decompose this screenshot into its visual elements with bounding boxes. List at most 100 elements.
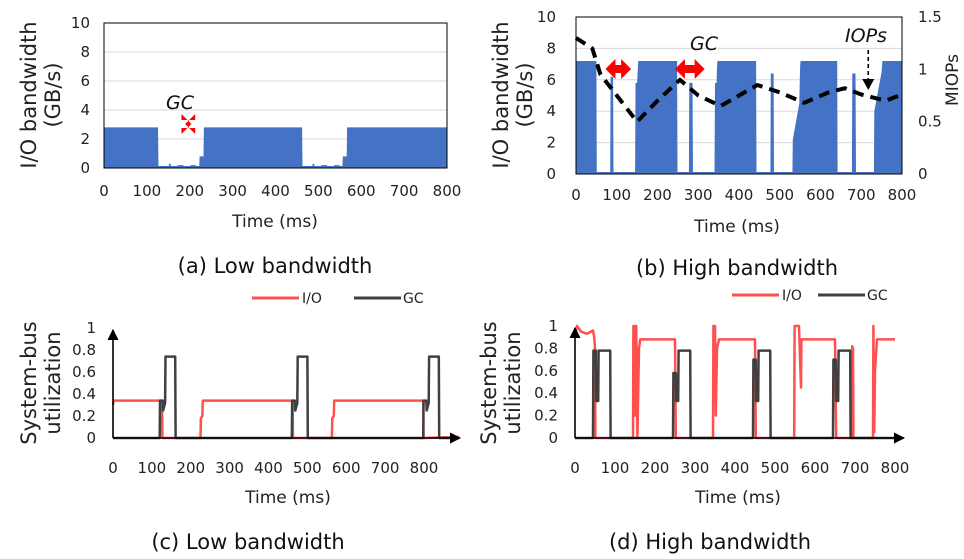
chart-d-series-i-o	[573, 324, 895, 440]
chart-c: 0 0.2 0.4 0.6 0.8 1 0 100 200 300 400 500 600 700 800…	[17, 291, 462, 554]
chart-c-lines	[111, 355, 460, 440]
chart-a-x-ticks: 0 100 200 300 400 500 600 700 800	[99, 182, 461, 200]
chart-d-series-gc	[575, 349, 895, 440]
chart-a-x-tick-label: 500	[304, 182, 333, 200]
chart-c-series-gc	[113, 355, 459, 440]
chart-a-y-tick-label: 8	[80, 43, 90, 61]
chart-b-y-tick-label: 4	[546, 102, 556, 120]
chart-c-y-tick-label: 0.6	[72, 363, 96, 381]
chart-b-y2label: MIOPs	[943, 54, 963, 106]
chart-d-y-tick-label: 0.2	[534, 407, 558, 425]
chart-a-y-tick-label: 2	[80, 130, 90, 148]
chart-c-x-tick-label: 0	[108, 459, 118, 477]
chart-a-plot-frame	[103, 22, 448, 169]
chart-d-xlabel: Time (ms)	[694, 488, 781, 508]
chart-b-gc-double-arrow-2	[674, 59, 705, 79]
chart-b-y-tick-label: 1	[918, 60, 928, 78]
chart-b-area-i-o-bandwidth	[576, 61, 902, 174]
chart-b-y-tick-label: 0	[918, 165, 928, 183]
chart-d-x-tick-label: 500	[761, 459, 790, 477]
chart-d-x-tick-label: 800	[881, 459, 910, 477]
chart-a-x-tick-label: 700	[390, 182, 419, 200]
chart-c-y-tick-label: 1	[86, 319, 96, 337]
chart-b-iops-line	[574, 36, 903, 124]
chart-c-x-tick-label: 700	[371, 459, 400, 477]
chart-c-x-tick-label: 400	[254, 459, 283, 477]
chart-c-y-tick-label: 0.2	[72, 407, 96, 425]
chart-b-y-tick-label: 0	[546, 165, 556, 183]
chart-b-y-tick-label: 10	[537, 8, 556, 26]
chart-d-y-tick-label: 0.6	[534, 362, 558, 380]
chart-d-x-tick-label: 200	[641, 459, 670, 477]
chart-b-x-tick-label: 400	[725, 186, 754, 204]
chart-c-y-tick-label: 0	[86, 429, 96, 447]
chart-d-y-tick-label: 0.8	[534, 339, 558, 357]
chart-b-ylabel-line2: (GB/s)	[513, 62, 537, 127]
chart-b-iops-label: IOPs	[845, 25, 887, 47]
chart-b-plot-frame	[575, 16, 903, 175]
chart-b-iops-arrow-head	[862, 79, 875, 90]
chart-d-y-tick-label: 0.4	[534, 384, 558, 402]
chart-d-x-tick-label: 0	[570, 459, 580, 477]
chart-a-xlabel: Time (ms)	[231, 212, 318, 232]
chart-d-ylabel-line2: utilization	[501, 331, 525, 434]
chart-d-x-tick-label: 700	[841, 459, 870, 477]
chart-b-x-tick-label: 300	[684, 186, 713, 204]
chart-a-x-tick-label: 400	[261, 182, 290, 200]
chart-a-y-tick-label: 4	[80, 101, 90, 119]
chart-c-legend: I/O GC	[252, 291, 424, 307]
chart-a-gc-label: GC	[166, 92, 195, 114]
chart-a-x-tick-label: 300	[218, 182, 247, 200]
chart-c-legend-io-label: I/O	[302, 291, 322, 307]
chart-b-y-tick-label: 6	[546, 71, 556, 89]
chart-b-x-tick-label: 800	[888, 186, 917, 204]
chart-d-ylabel-line1: System-bus	[477, 321, 501, 444]
chart-a-y-tick-label: 0	[80, 159, 90, 177]
chart-d-lines	[573, 324, 895, 440]
chart-a-y-ticks: 0 2 4 6 8 10	[71, 14, 90, 177]
chart-c-x-tick-label: 300	[215, 459, 244, 477]
chart-c-legend-gc-label: GC	[403, 291, 424, 307]
chart-b-series-iops	[574, 36, 903, 124]
chart-b-y-tick-label: 1.5	[918, 8, 942, 26]
chart-a-x-tick-label: 800	[433, 182, 462, 200]
chart-d-caption: (d) High bandwidth	[609, 530, 811, 554]
chart-a-caption: (a) Low bandwidth	[178, 254, 373, 278]
chart-b-y-tick-label: 2	[546, 134, 556, 152]
chart-a-area-i-o-bandwidth	[104, 127, 447, 168]
chart-c-x-tick-label: 600	[332, 459, 361, 477]
chart-c-y-tick-label: 0.8	[72, 341, 96, 359]
chart-b-x-tick-label: 100	[602, 186, 631, 204]
chart-d-x-tick-label: 300	[681, 459, 710, 477]
chart-c-x-tick-label: 200	[176, 459, 205, 477]
chart-c-ylabel-line2: utilization	[41, 331, 65, 434]
chart-b-y-tick-label: 0.5	[918, 113, 942, 131]
chart-a-x-tick-label: 100	[133, 182, 162, 200]
chart-a-annotations	[181, 114, 196, 134]
chart-b: 0 2 4 6 8 10 0 0.5 1 1.5 0 100 200 300 400 500 600 700 8…	[489, 8, 963, 280]
chart-a-y-tick-label: 6	[80, 72, 90, 90]
chart-b-caption: (b) High bandwidth	[636, 256, 838, 280]
chart-c-x-ticks: 0 100 200 300 400 500 600 700 800	[108, 459, 438, 477]
chart-c-y-ticks: 0 0.2 0.4 0.6 0.8 1	[72, 319, 96, 447]
chart-b-x-tick-label: 200	[643, 186, 672, 204]
chart-a: 0 2 4 6 8 10 0 100 200 300 400 500 600 700 800 I/O ba…	[17, 14, 461, 278]
chart-a-y-tick-label: 10	[71, 14, 90, 32]
chart-b-x-tick-label: 0	[571, 186, 581, 204]
chart-a-x-tick-label: 200	[175, 182, 204, 200]
chart-d-x-tick-label: 100	[601, 459, 630, 477]
chart-c-x-tick-label: 800	[410, 459, 439, 477]
chart-b-x-tick-label: 600	[806, 186, 835, 204]
chart-c-x-tick-label: 100	[138, 459, 167, 477]
chart-b-y2-ticks: 0 0.5 1 1.5	[918, 8, 942, 183]
chart-b-ylabel-line1: I/O bandwidth	[489, 21, 513, 168]
chart-a-io-bandwidth-area	[104, 127, 447, 168]
chart-c-ylabel-line1: System-bus	[17, 321, 41, 444]
chart-b-xlabel: Time (ms)	[693, 217, 780, 237]
chart-d-legend-io-label: I/O	[782, 288, 802, 304]
chart-d-y-tick-label: 0	[548, 429, 558, 447]
chart-b-x-tick-label: 700	[847, 186, 876, 204]
chart-a-ylabel-line2: (GB/s)	[41, 62, 65, 127]
chart-a-gc-double-arrow	[181, 114, 196, 134]
